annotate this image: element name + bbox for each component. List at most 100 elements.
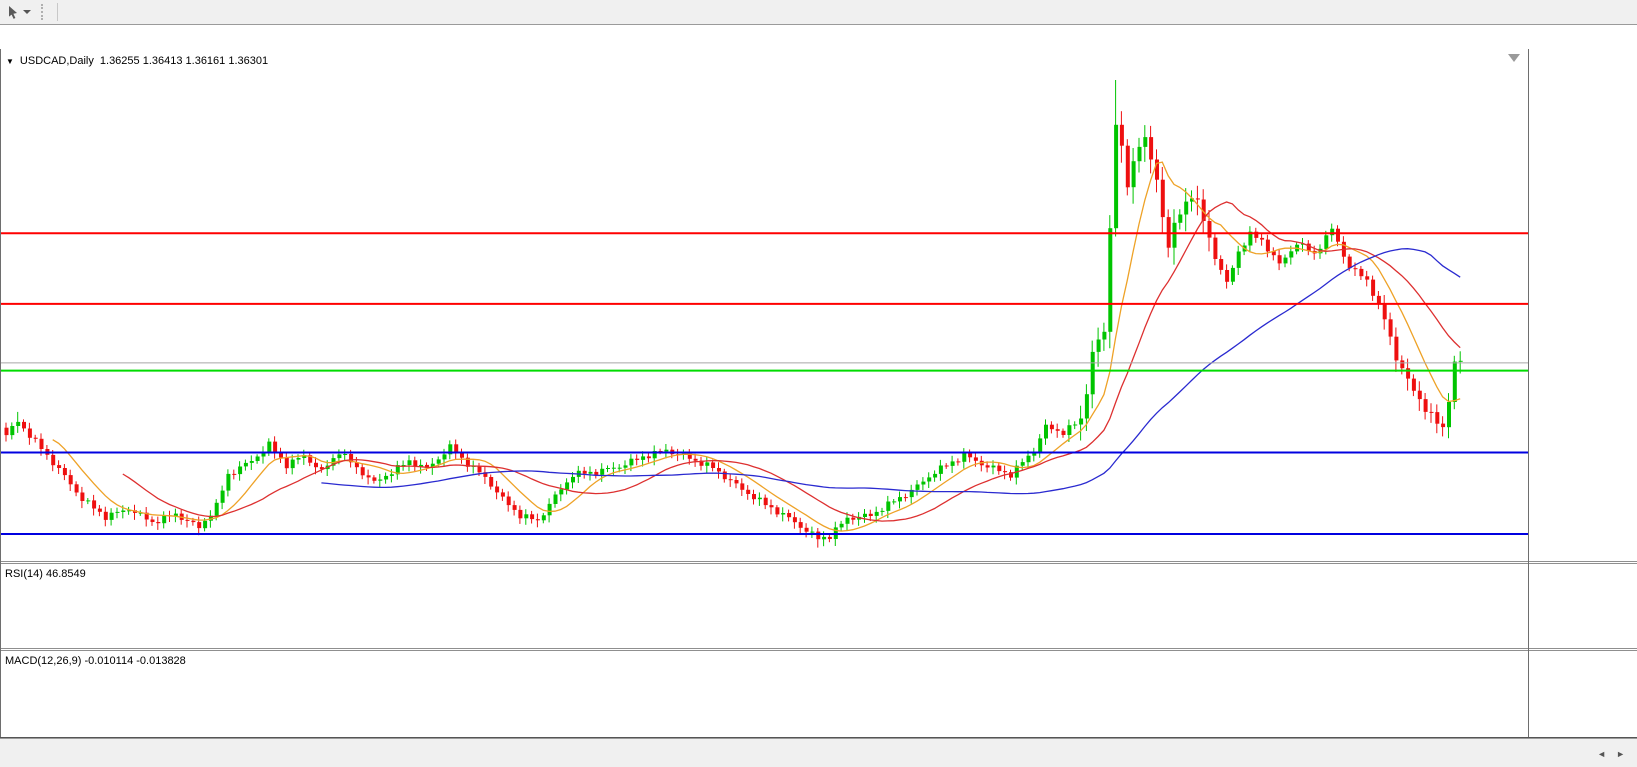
candle-body	[787, 513, 792, 518]
candle-body	[1096, 339, 1101, 352]
candle-body	[436, 459, 441, 464]
candle-body	[4, 427, 9, 436]
candle-body	[839, 523, 844, 528]
candle-body	[535, 519, 540, 521]
candle-body	[547, 503, 552, 516]
candle-body	[541, 515, 546, 521]
candle-body	[1125, 145, 1130, 188]
rsi-indicator-label: RSI(14) 46.8549	[5, 568, 86, 580]
toolbar-grip-handle[interactable]	[41, 4, 43, 20]
candle-body	[27, 428, 32, 438]
candle-body	[892, 501, 897, 503]
candle-body	[1330, 228, 1335, 236]
pane-splitter[interactable]	[0, 648, 1637, 651]
candle-body	[1009, 472, 1013, 478]
candle-body	[1265, 239, 1270, 252]
price-pane[interactable]	[0, 49, 1528, 561]
candle-body	[92, 500, 97, 509]
candle-body	[1382, 303, 1387, 320]
chart-collapse-icon[interactable]: ▼	[6, 56, 14, 66]
candle-body	[641, 456, 646, 460]
candle-body	[699, 460, 704, 466]
candle-body	[582, 470, 587, 474]
candle-body	[933, 473, 938, 478]
candle-body	[506, 496, 511, 506]
candle-body	[1306, 243, 1311, 251]
candle-body	[804, 527, 809, 532]
candle-body	[1026, 455, 1031, 463]
candle-body	[646, 456, 651, 459]
candle-body	[173, 513, 178, 517]
candle-body	[267, 441, 272, 452]
candle-body	[1236, 251, 1241, 268]
candle-body	[973, 457, 978, 461]
candle-body	[985, 465, 990, 468]
price-axis-border	[1528, 49, 1529, 739]
chart-title: ▼ USDCAD,Daily 1.36255 1.36413 1.36161 1…	[6, 55, 268, 67]
candle-body	[1090, 351, 1095, 395]
candle-body	[74, 484, 79, 493]
candle-body	[1195, 198, 1200, 200]
rsi-pane[interactable]	[0, 564, 1528, 648]
tab-scroll-left-icon[interactable]: ◄	[1597, 749, 1607, 759]
moving-average-line-21[interactable]	[122, 201, 1461, 522]
tab-scroll-buttons: ◄ ►	[1597, 749, 1637, 767]
cursor-tool-dropdown-caret[interactable]	[23, 10, 31, 14]
candle-body	[1073, 424, 1078, 426]
candle-body	[746, 489, 751, 494]
candle-body	[763, 497, 768, 506]
candle-body	[1429, 411, 1434, 413]
candle-body	[1108, 228, 1113, 332]
candle-body	[524, 514, 529, 519]
candle-body	[1038, 438, 1043, 453]
candle-body	[395, 465, 400, 475]
candle-body	[1260, 237, 1265, 240]
candle-body	[915, 484, 920, 490]
candle-body	[115, 511, 120, 513]
candle-body	[413, 460, 418, 467]
chart-window[interactable]: ▼ USDCAD,Daily 1.36255 1.36413 1.36161 1…	[0, 24, 1637, 739]
candle-body	[465, 457, 470, 467]
candle-body	[1131, 161, 1136, 188]
candle-body	[1207, 221, 1212, 238]
candle-body	[559, 489, 564, 495]
candle-body	[1452, 361, 1457, 402]
candle-body	[80, 492, 85, 501]
candle-body	[687, 453, 692, 459]
candle-body	[1143, 137, 1148, 147]
candle-body	[1423, 399, 1428, 412]
moving-average-line-9[interactable]	[52, 161, 1461, 532]
candle-body	[1353, 268, 1358, 270]
candle-body	[798, 522, 803, 528]
candle-body	[1435, 412, 1440, 424]
macd-pane[interactable]	[0, 651, 1528, 737]
candle-body	[705, 462, 710, 466]
cursor-tool-button[interactable]	[0, 0, 35, 24]
chart-tab-bar: ◄ ►	[0, 738, 1637, 767]
candle-body	[1178, 214, 1183, 223]
candle-body	[121, 510, 126, 512]
candle-body	[284, 457, 289, 469]
moving-average-line-55[interactable]	[321, 248, 1461, 495]
candle-body	[1365, 276, 1370, 280]
candle-body	[208, 515, 213, 521]
candle-body	[617, 467, 622, 469]
candle-body	[711, 462, 716, 468]
candle-body	[349, 454, 354, 463]
candle-body	[261, 451, 266, 457]
candle-body	[1376, 295, 1381, 304]
candle-body	[1044, 424, 1048, 439]
candle-body	[448, 444, 453, 455]
candle-body	[249, 461, 254, 463]
candle-body	[51, 454, 56, 466]
chart-shift-marker[interactable]	[1508, 54, 1520, 62]
candle-body	[1061, 430, 1066, 435]
candle-body	[1160, 179, 1165, 218]
candle-body	[279, 452, 283, 458]
tab-scroll-right-icon[interactable]: ►	[1616, 749, 1625, 759]
candle-body	[1049, 424, 1054, 430]
candle-body	[775, 507, 780, 515]
chart-left-border	[0, 49, 1, 738]
candle-body	[827, 536, 832, 539]
pane-splitter[interactable]	[0, 561, 1637, 564]
